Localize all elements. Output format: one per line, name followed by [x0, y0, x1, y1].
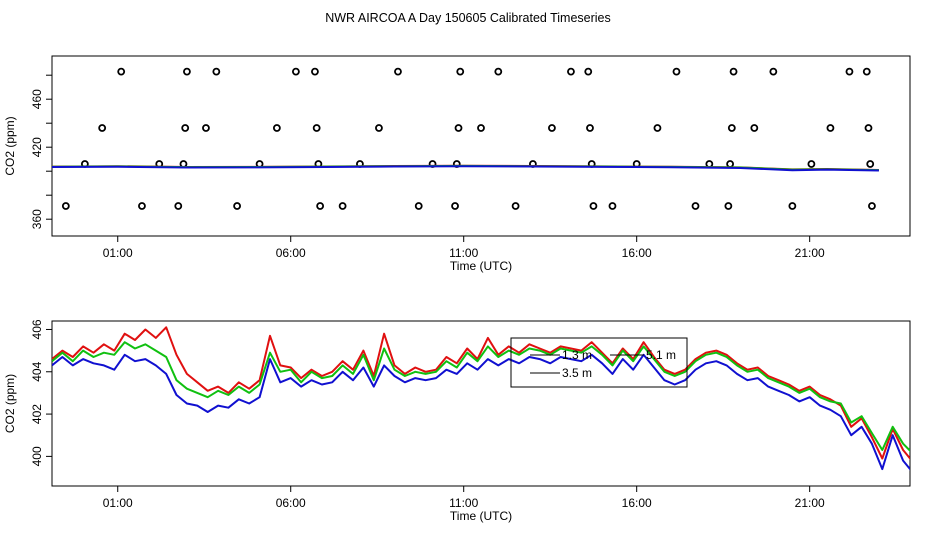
data-point: [864, 124, 873, 132]
x-tick-label: 01:00: [103, 246, 133, 260]
data-point: [181, 124, 190, 132]
y-tick-label: 360: [30, 209, 44, 229]
data-point: [727, 124, 736, 132]
data-point: [807, 160, 816, 168]
data-point: [726, 160, 734, 168]
plot-data: [52, 67, 879, 210]
data-point: [845, 67, 854, 76]
data-point: [233, 202, 241, 210]
data-point: [394, 67, 402, 76]
data-point: [138, 202, 146, 210]
data-point: [729, 67, 738, 76]
y-tick-label: 460: [30, 89, 44, 109]
y-tick-label: 400: [30, 446, 44, 466]
chart-title: NWR AIRCOA A Day 150605 Calibrated Times…: [325, 11, 611, 25]
y-axis-label: CO2 (ppm): [3, 374, 17, 433]
data-point: [212, 67, 221, 76]
data-point: [672, 67, 681, 76]
data-point: [868, 202, 876, 210]
chart-panel-2: 01:00 06:00 11:00 16:00 21:00 400 402 404 406 Tim…: [3, 319, 911, 523]
plot-frame: [51, 320, 911, 487]
x-tick-label: 11:00: [449, 496, 478, 510]
legend-box: [510, 337, 688, 388]
data-point: [338, 202, 347, 210]
data-point: [691, 202, 700, 210]
data-point: [292, 67, 300, 76]
data-point: [548, 124, 556, 132]
data-point: [586, 124, 594, 132]
data-point: [414, 202, 423, 210]
y-tick-label: 402: [30, 404, 44, 424]
data-point: [653, 124, 662, 132]
data-point: [866, 160, 875, 168]
data-point: [584, 67, 593, 76]
data-point: [202, 124, 210, 132]
data-point: [316, 202, 325, 210]
data-point: [454, 124, 463, 132]
data-point: [750, 124, 759, 132]
data-point: [511, 202, 520, 210]
series-line-13-m: [52, 341, 910, 453]
y-axis-label: CO2 (ppm): [3, 116, 17, 175]
data-point: [826, 124, 835, 132]
plot-data: [52, 326, 910, 471]
data-point: [862, 67, 871, 76]
y-tick-label: 406: [30, 319, 44, 339]
x-tick-label: 16:00: [622, 496, 652, 510]
data-point: [183, 67, 191, 76]
data-point: [117, 67, 126, 76]
x-tick-label: 06:00: [276, 246, 306, 260]
data-point: [788, 202, 797, 210]
data-point: [769, 67, 778, 76]
legend: 1.3 m 5.1 m 3.5 m: [510, 337, 688, 388]
legend-label: 5.1 m: [646, 348, 676, 362]
x-axis-label: Time (UTC): [450, 509, 512, 523]
y-tick-label: 404: [30, 361, 44, 381]
x-tick-label: 21:00: [795, 246, 825, 260]
data-point: [312, 124, 321, 132]
data-point: [451, 202, 459, 210]
x-axis-label: Time (UTC): [450, 259, 512, 273]
chart-panel-1: 01:00 06:00 11:00 16:00 21:00 360 420 460 Time (…: [3, 55, 911, 273]
data-point: [98, 124, 107, 132]
x-tick-label: 21:00: [795, 496, 825, 510]
series-line-35-m: [52, 353, 910, 471]
data-point: [705, 160, 714, 168]
chart-panels: 01:00 06:00 11:00 16:00 21:00 360 420 460 Time (…: [3, 55, 911, 523]
data-point: [477, 124, 485, 132]
data-point: [272, 124, 281, 132]
data-point: [456, 67, 465, 76]
x-tick-label: 01:00: [103, 496, 133, 510]
legend-label: 3.5 m: [562, 366, 592, 380]
x-tick-label: 16:00: [622, 246, 652, 260]
data-point: [589, 202, 598, 210]
plot-frame: [51, 55, 911, 237]
legend-label: 1.3 m: [562, 348, 592, 362]
data-point: [567, 67, 575, 76]
data-point: [61, 202, 70, 210]
data-point: [375, 124, 383, 132]
series-line-51-m: [52, 326, 910, 461]
data-point: [608, 202, 617, 210]
data-point: [494, 67, 503, 76]
x-tick-label: 06:00: [276, 496, 306, 510]
series-line-blue: [52, 165, 879, 172]
x-tick-label: 11:00: [449, 246, 478, 260]
data-point: [724, 202, 733, 210]
data-point: [174, 202, 183, 210]
y-tick-label: 420: [30, 137, 44, 157]
data-point: [311, 67, 319, 76]
